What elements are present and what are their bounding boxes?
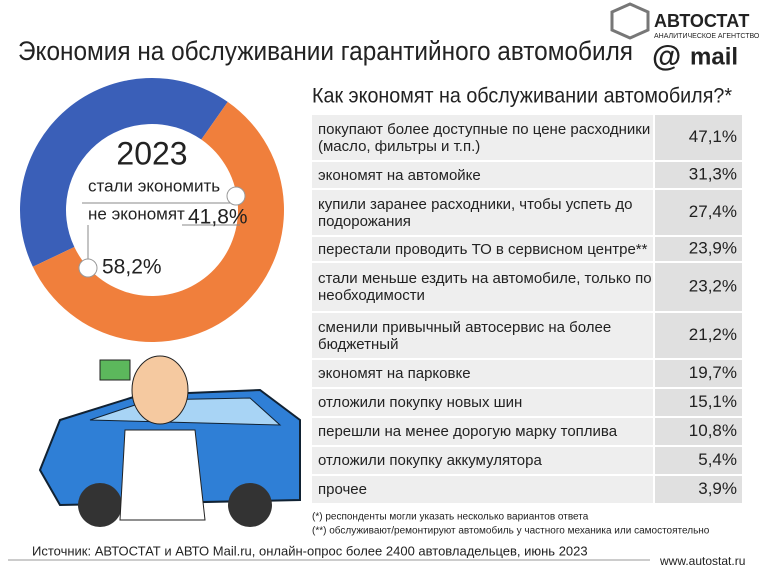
url: www.autostat.ru: [659, 554, 745, 568]
row-value: 31,3%: [689, 164, 737, 183]
row-cell: [312, 476, 653, 503]
marker: [226, 186, 246, 206]
row-label: экономят на автомойке: [318, 166, 481, 184]
note: (**) обслуживают/ремонтируют автомобиль …: [312, 525, 710, 537]
row-label: перестали проводить ТО в сервисном центр…: [318, 240, 648, 258]
brand-icon: [610, 2, 650, 40]
row-value: 21,2%: [689, 325, 737, 344]
row-label: сменили привычный автосервис на более бю…: [318, 318, 612, 353]
row-cell: [312, 237, 653, 261]
row-label: отложили покупку аккумулятора: [318, 452, 542, 469]
row-cell: [312, 263, 653, 311]
value-cell: [655, 313, 742, 358]
brand-sub: АНАЛИТИЧЕСКОЕ АГЕНТСТВО: [654, 33, 760, 40]
row-label-box: покупают более доступные по цене расходн…: [318, 120, 651, 155]
title: Экономия на обслуживании гарантийного ав…: [18, 36, 633, 66]
row-cell: [312, 418, 653, 445]
row-value: 10,8%: [689, 421, 737, 440]
row-label: прочее: [318, 481, 367, 498]
donut-segment: [32, 101, 285, 342]
legend-label: не экономят: [88, 204, 185, 223]
brand: АВТОСТАТ: [654, 11, 749, 31]
row-label-box: купили заранее расходники, чтобы успеть …: [318, 195, 633, 230]
row-value: 15,1%: [689, 392, 737, 411]
row-label: купили заранее расходники, чтобы успеть …: [318, 195, 633, 230]
value-cell: [655, 263, 742, 311]
row-value: 47,1%: [689, 127, 737, 146]
row-cell: [312, 115, 653, 160]
table-title: Как экономят на обслуживании автомобиля?…: [312, 85, 732, 108]
value-cell: [655, 447, 742, 474]
row-label-box: прочее: [318, 481, 367, 498]
value-cell: [655, 190, 742, 235]
value-label: 41,8%: [188, 206, 248, 229]
row-cell: [312, 447, 653, 474]
row-cell: [312, 162, 653, 188]
row-label-box: экономят на автомойке: [318, 166, 481, 184]
center-label: 2023: [116, 135, 187, 171]
row-label-box: сменили привычный автосервис на более бю…: [318, 318, 612, 353]
row-value: 3,9%: [698, 479, 737, 498]
row-value: 27,4%: [689, 202, 737, 221]
value-cell: [655, 115, 742, 160]
row-value: 19,7%: [689, 363, 737, 382]
value-cell: [655, 162, 742, 188]
partner: mail: [690, 43, 738, 70]
marker: [78, 258, 98, 278]
row-label-box: экономят на парковке: [318, 365, 471, 382]
row-label-box: стали меньше ездить на автомобиле, тольк…: [318, 270, 652, 304]
illustration: [38, 355, 301, 527]
row-label-box: перестали проводить ТО в сервисном центр…: [318, 240, 648, 258]
legend-label: стали экономить: [88, 176, 220, 195]
leader: [82, 202, 240, 260]
row-label: экономят на парковке: [318, 365, 471, 382]
row-label-box: отложили покупку аккумулятора: [318, 452, 542, 469]
value-cell: [655, 476, 742, 503]
row-label: перешли на менее дорогую марку топлива: [318, 423, 618, 440]
note: (*) респонденты могли указать несколько …: [312, 512, 589, 523]
donut-chart: 2023 стали экономить не экономят 41,8% 58,2%: [20, 78, 285, 342]
row-cell: [312, 389, 653, 416]
row-value: 23,9%: [689, 238, 737, 257]
row-label-box: перешли на менее дорогую марку топлива: [318, 423, 618, 440]
row-label: стали меньше ездить на автомобиле, тольк…: [318, 270, 652, 304]
source: Источник: АВТОСТАТ и АВТО Mail.ru, онлай…: [32, 543, 588, 558]
row-label: отложили покупку новых шин: [318, 394, 523, 411]
donut-segment: [20, 78, 228, 267]
table: покупают более доступные по цене расходн…: [312, 115, 742, 503]
row-cell: [312, 313, 653, 358]
row-cell: [312, 360, 653, 387]
value-cell: [655, 418, 742, 445]
value-label: 58,2%: [102, 256, 162, 279]
partner-at: @: [652, 40, 681, 73]
value-cell: [655, 237, 742, 261]
row-label: покупают более доступные по цене расходн…: [318, 120, 651, 155]
value-cell: [655, 389, 742, 416]
value-cell: [655, 360, 742, 387]
row-value: 23,2%: [689, 276, 737, 295]
row-cell: [312, 190, 653, 235]
row-value: 5,4%: [698, 450, 737, 469]
row-label-box: отложили покупку новых шин: [318, 394, 523, 411]
